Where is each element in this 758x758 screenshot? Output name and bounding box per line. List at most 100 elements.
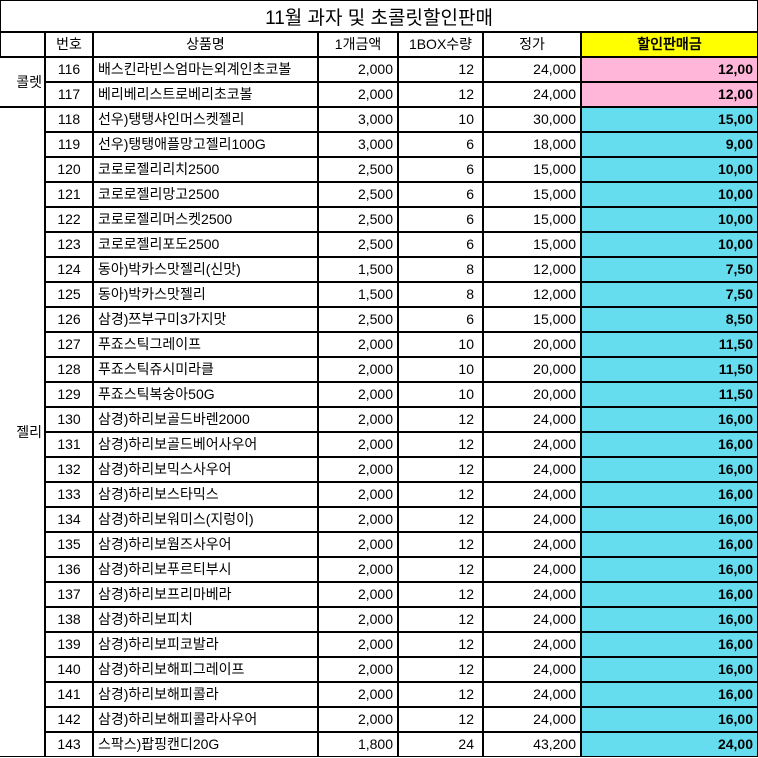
row-no: 139 [45,632,93,657]
header-name: 상품명 [93,32,318,57]
row-unit-price: 2,000 [318,482,398,507]
row-box-qty: 12 [398,557,483,582]
row-unit-price: 3,000 [318,132,398,157]
row-unit-price: 2,000 [318,407,398,432]
row-sale-price: 12,00 [581,82,758,107]
row-list-price: 24,000 [483,482,581,507]
row-sale-price: 12,00 [581,57,758,82]
row-unit-price: 2,000 [318,582,398,607]
row-name: 선우)탱탱애플망고젤리100G [93,132,318,157]
row-name: 삼경)하리보프리마베라 [93,582,318,607]
row-box-qty: 12 [398,682,483,707]
row-list-price: 20,000 [483,332,581,357]
row-sale-price: 16,00 [581,557,758,582]
row-no: 126 [45,307,93,332]
row-box-qty: 12 [398,57,483,82]
row-box-qty: 12 [398,82,483,107]
row-list-price: 24,000 [483,632,581,657]
row-list-price: 15,000 [483,307,581,332]
row-list-price: 24,000 [483,682,581,707]
row-list-price: 24,000 [483,457,581,482]
row-unit-price: 2,000 [318,507,398,532]
row-box-qty: 12 [398,407,483,432]
row-sale-price: 7,50 [581,282,758,307]
header-box-qty: 1BOX수량 [398,32,483,57]
row-name: 스팍스)팝핑캔디20G [93,732,318,757]
row-no: 134 [45,507,93,532]
row-list-price: 24,000 [483,432,581,457]
row-name: 삼경)하리보피치 [93,607,318,632]
row-box-qty: 6 [398,132,483,157]
header-list-price: 정가 [483,32,581,57]
row-name: 삼경)하리보워미스(지렁이) [93,507,318,532]
row-name: 배스킨라빈스엄마는외계인초코볼 [93,57,318,82]
row-sale-price: 9,00 [581,132,758,157]
row-name: 동아)박카스맛젤리 [93,282,318,307]
row-box-qty: 6 [398,182,483,207]
row-name: 푸죠스틱쥬시미라클 [93,357,318,382]
category-label-jelly: 젤리 [0,107,45,757]
row-unit-price: 2,000 [318,332,398,357]
row-box-qty: 12 [398,582,483,607]
row-unit-price: 2,000 [318,557,398,582]
row-name: 삼경)하리보스타믹스 [93,482,318,507]
row-no: 119 [45,132,93,157]
row-sale-price: 16,00 [581,457,758,482]
row-no: 136 [45,557,93,582]
row-list-price: 43,200 [483,732,581,757]
table-title: 11월 과자 및 초콜릿할인판매 [0,0,758,32]
row-unit-price: 1,500 [318,282,398,307]
row-sale-price: 24,00 [581,732,758,757]
row-list-price: 24,000 [483,82,581,107]
row-no: 137 [45,582,93,607]
row-list-price: 24,000 [483,707,581,732]
row-no: 131 [45,432,93,457]
header-category [0,32,45,57]
row-box-qty: 6 [398,157,483,182]
row-name: 코로로젤리머스켓2500 [93,207,318,232]
row-unit-price: 2,000 [318,532,398,557]
row-name: 삼경)쯔부구미3가지맛 [93,307,318,332]
row-no: 142 [45,707,93,732]
row-no: 128 [45,357,93,382]
row-box-qty: 12 [398,607,483,632]
row-no: 129 [45,382,93,407]
row-box-qty: 12 [398,632,483,657]
row-name: 삼경)하리보골드바렌2000 [93,407,318,432]
row-no: 135 [45,532,93,557]
row-no: 127 [45,332,93,357]
row-unit-price: 2,500 [318,307,398,332]
row-name: 삼경)하리보푸르티부시 [93,557,318,582]
row-sale-price: 10,00 [581,157,758,182]
row-unit-price: 1,800 [318,732,398,757]
row-name: 삼경)하리보웜즈사우어 [93,532,318,557]
row-no: 122 [45,207,93,232]
row-no: 132 [45,457,93,482]
row-list-price: 24,000 [483,582,581,607]
row-sale-price: 11,50 [581,357,758,382]
row-list-price: 18,000 [483,132,581,157]
row-no: 140 [45,657,93,682]
row-sale-price: 16,00 [581,632,758,657]
row-name: 코로로젤리리치2500 [93,157,318,182]
row-sale-price: 10,00 [581,182,758,207]
row-name: 코로로젤리망고2500 [93,182,318,207]
row-no: 143 [45,732,93,757]
row-name: 삼경)하리보피코발라 [93,632,318,657]
row-sale-price: 16,00 [581,707,758,732]
row-unit-price: 2,500 [318,182,398,207]
row-box-qty: 6 [398,207,483,232]
row-sale-price: 11,50 [581,332,758,357]
row-sale-price: 16,00 [581,532,758,557]
row-unit-price: 2,000 [318,682,398,707]
row-list-price: 20,000 [483,357,581,382]
row-box-qty: 8 [398,257,483,282]
row-unit-price: 2,000 [318,432,398,457]
row-sale-price: 16,00 [581,432,758,457]
row-no: 124 [45,257,93,282]
row-sale-price: 10,00 [581,207,758,232]
row-sale-price: 15,00 [581,107,758,132]
row-list-price: 15,000 [483,182,581,207]
row-no: 121 [45,182,93,207]
row-no: 117 [45,82,93,107]
